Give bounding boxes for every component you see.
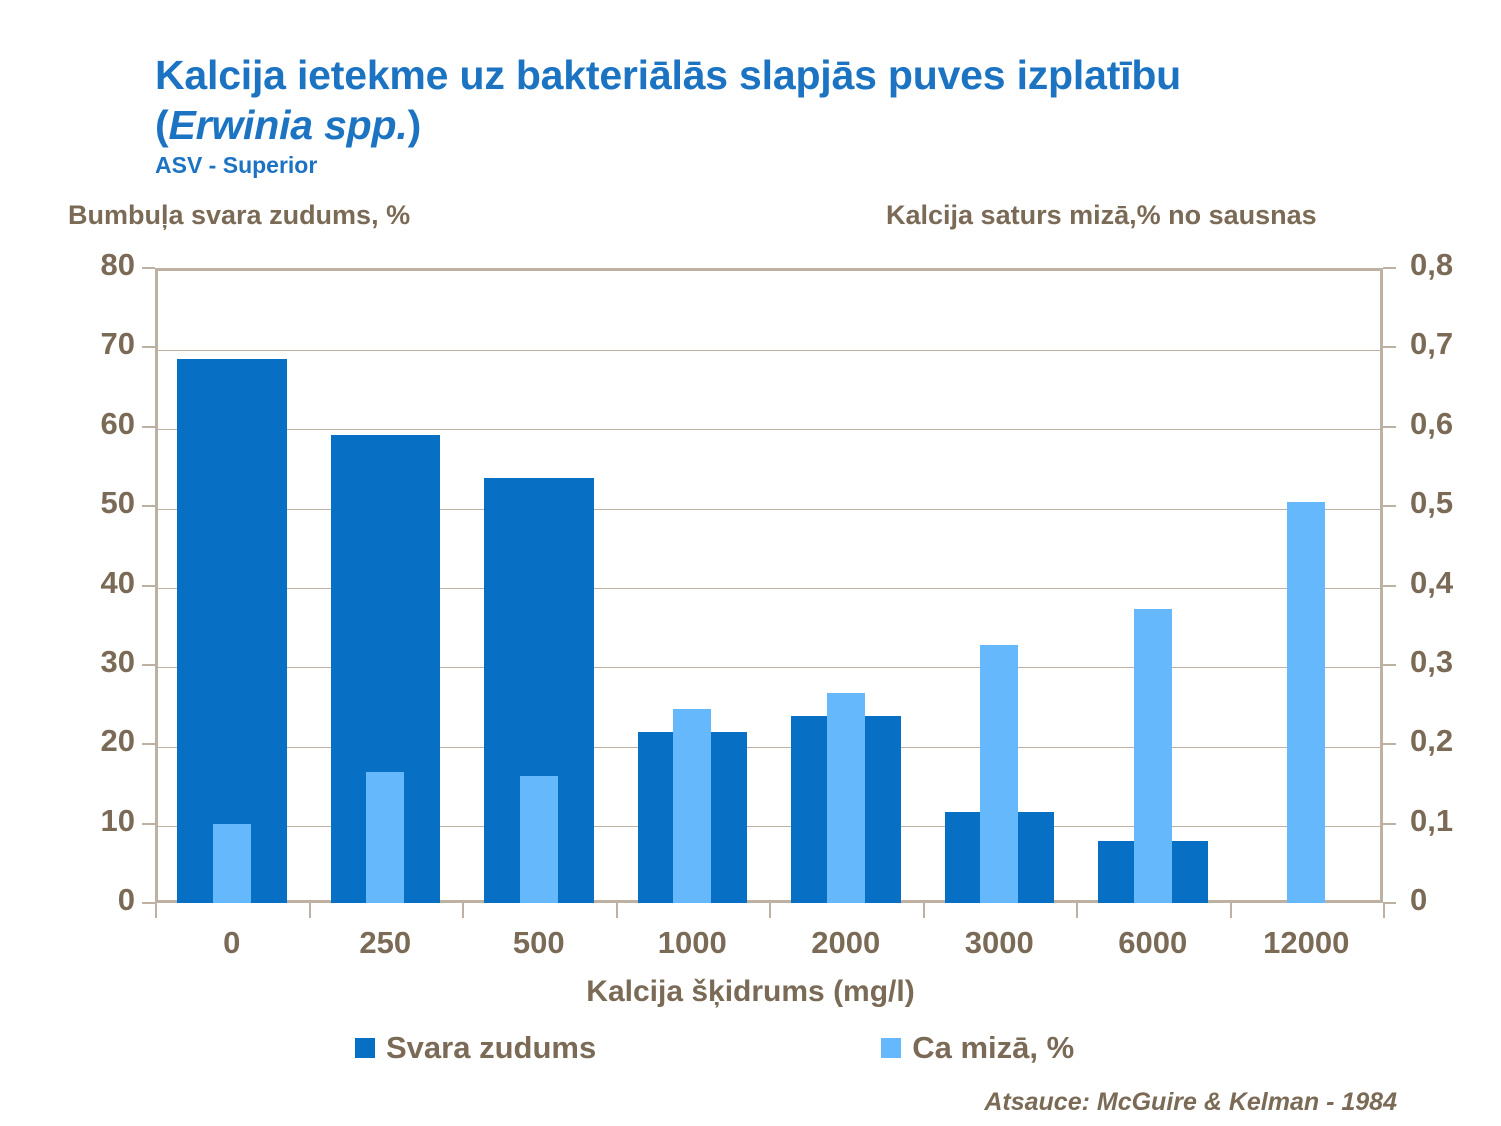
source-note: Atsauce: McGuire & Kelman - 1984 — [984, 1088, 1397, 1116]
gridline — [158, 349, 1380, 351]
y-axis-tick-label: 60 — [100, 405, 135, 441]
legend-label: Ca mizā, % — [912, 1030, 1075, 1065]
y2-axis-tick-label: 0,7 — [1410, 326, 1454, 362]
title-block: Kalcija ietekme uz bakteriālās slapjās p… — [155, 50, 1445, 178]
legend-label: Svara zudums — [386, 1030, 597, 1065]
x-axis-tick — [1076, 903, 1078, 918]
x-axis-tick-label: 500 — [512, 925, 565, 960]
x-axis-tick-label: 6000 — [1118, 925, 1188, 960]
y-axis-tick — [142, 346, 155, 349]
bar-ca-miza — [519, 776, 558, 903]
x-axis-tick-label: 2000 — [811, 925, 881, 960]
y-axis-tick — [142, 267, 155, 269]
chart-legend: Svara zudums Ca mizā, % — [355, 1030, 1185, 1066]
y-axis-tick-label: 50 — [100, 485, 135, 521]
x-axis-tick-label: 0 — [223, 925, 241, 960]
chart-title-species: Erwinia spp. — [168, 102, 408, 148]
bar-ca-miza — [826, 692, 865, 903]
right-axis-title: Kalcija saturs mizā,% no sausnas — [886, 200, 1317, 230]
y-axis-tick-label: 80 — [100, 247, 135, 282]
y2-axis-tick-label: 0,5 — [1410, 485, 1454, 521]
gridline — [158, 588, 1380, 589]
x-axis-tick-label: 1000 — [657, 925, 727, 960]
left-axis-title: Bumbuļa svara zudums, % — [68, 200, 411, 230]
y-axis-tick-label: 20 — [100, 723, 135, 759]
y2-axis-tick — [1383, 663, 1396, 666]
y2-axis-tick-label: 0,4 — [1410, 564, 1454, 600]
y2-axis-tick-label: 0,1 — [1410, 802, 1454, 838]
y2-axis-tick — [1383, 425, 1396, 428]
bar-svara-zudums — [177, 359, 287, 903]
x-axis-tick-label: 250 — [359, 925, 412, 960]
chart-title-line2: (Erwinia spp.) — [155, 100, 1445, 150]
y-axis-tick-label: 30 — [100, 643, 135, 679]
y-axis-tick — [142, 584, 155, 587]
y2-axis-tick-label: 0,3 — [1410, 643, 1454, 679]
legend-swatch-icon — [355, 1038, 375, 1058]
legend-swatch-icon — [881, 1038, 902, 1058]
y-axis-tick — [142, 425, 155, 428]
bar-ca-miza — [673, 709, 712, 903]
gridline — [158, 746, 1380, 748]
y2-axis-tick-label: 0,6 — [1410, 405, 1454, 441]
y2-axis-tick — [1383, 267, 1396, 269]
chart-subtitle: ASV - Superior — [155, 152, 318, 178]
y-axis-tick-label: 70 — [100, 326, 135, 362]
x-axis-tick — [922, 903, 925, 918]
gridline — [158, 429, 1380, 431]
y2-axis-tick — [1383, 346, 1396, 349]
chart-title-line1: Kalcija ietekme uz bakteriālās slapjās p… — [155, 52, 1182, 98]
y-axis-tick — [142, 743, 155, 746]
x-axis-tick — [308, 903, 311, 918]
y2-axis-tick — [1383, 743, 1396, 746]
chart-title: Kalcija ietekme uz bakteriālās slapjās p… — [155, 50, 1445, 100]
bar-ca-miza — [1133, 609, 1172, 903]
y-axis-tick — [142, 663, 155, 666]
legend-entry-ca-miza[interactable]: Ca mizā, % — [881, 1030, 1074, 1066]
y-axis-tick — [142, 822, 155, 825]
y2-axis-tick-label: 0,2 — [1410, 723, 1454, 759]
bar-ca-miza — [1287, 502, 1326, 903]
bar-ca-miza — [366, 772, 405, 903]
bar-ca-miza — [980, 645, 1019, 903]
x-axis-tick-label: 3000 — [964, 925, 1034, 960]
chart-title-paren-open: ( — [155, 102, 169, 148]
y2-axis-tick — [1383, 902, 1396, 904]
x-axis-tick — [155, 903, 157, 918]
legend-entry-svara-zudums[interactable]: Svara zudums — [355, 1030, 596, 1066]
y-axis-tick-label: 40 — [100, 564, 135, 600]
bar-ca-miza — [212, 823, 251, 903]
y2-axis-tick-label: 0,8 — [1410, 247, 1454, 282]
y2-axis-tick-label: 0 — [1410, 882, 1428, 917]
gridline — [158, 667, 1380, 669]
y2-axis-tick — [1383, 822, 1396, 825]
x-axis-title: Kalcija šķidrums (mg/l) — [586, 975, 915, 1008]
x-axis-tick — [462, 903, 464, 918]
y-axis-tick-label: 0 — [117, 882, 135, 917]
y-axis-tick — [142, 505, 155, 508]
x-axis-tick — [1229, 903, 1232, 918]
x-axis-tick — [1383, 903, 1385, 918]
y-axis-tick-label: 10 — [100, 802, 135, 838]
chart-title-paren-close: ) — [407, 102, 422, 148]
y2-axis-tick — [1383, 584, 1396, 587]
gridline — [158, 826, 1380, 828]
y-axis-tick — [142, 902, 155, 904]
x-axis-tick — [615, 903, 618, 918]
x-axis-tick-label: 12000 — [1263, 925, 1350, 960]
gridline — [158, 508, 1380, 510]
y2-axis-tick — [1383, 505, 1396, 508]
x-axis-tick — [769, 903, 771, 918]
